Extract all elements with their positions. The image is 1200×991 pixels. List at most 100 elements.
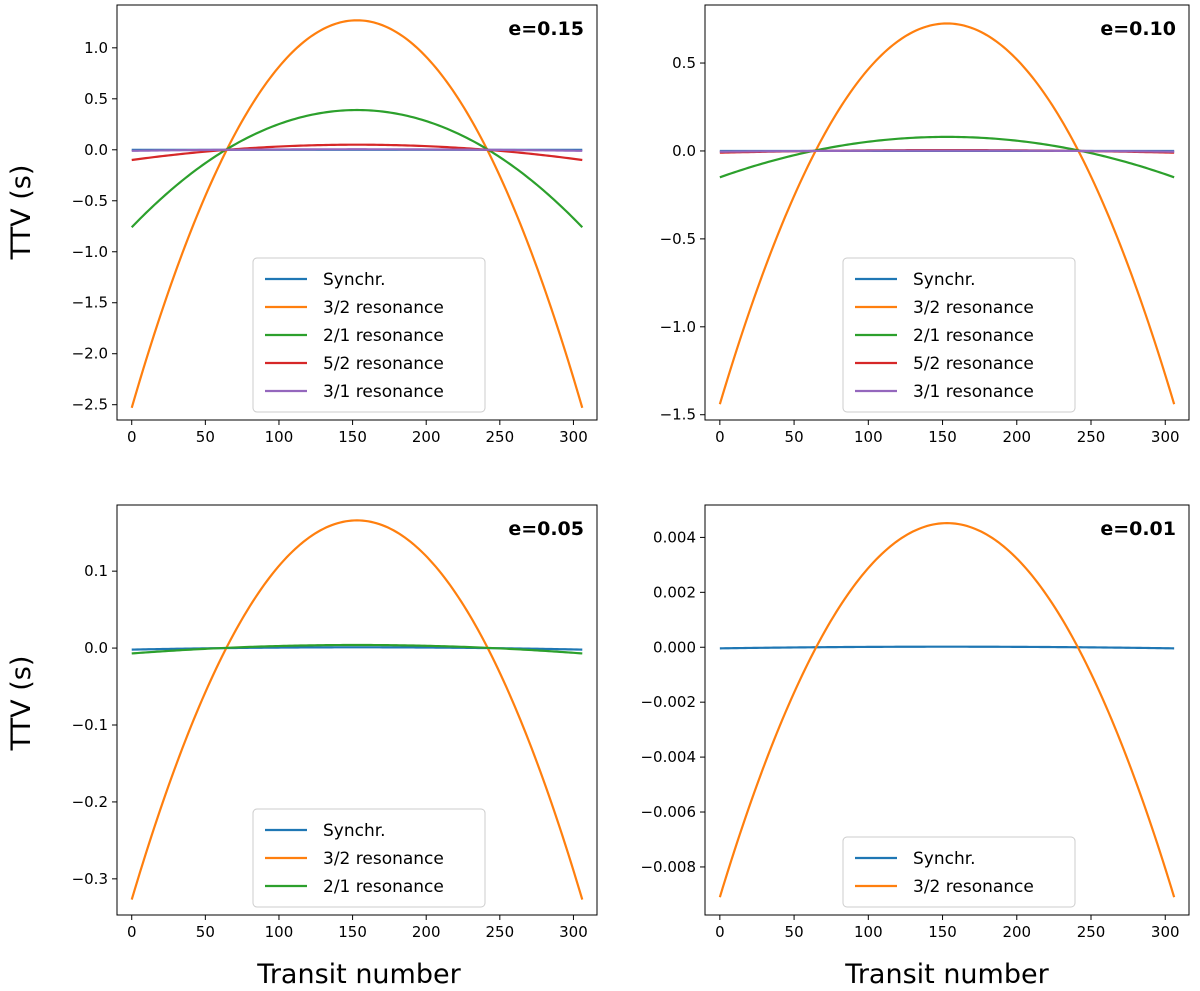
x-tick-label: 200 [1002,428,1031,446]
y-tick-label: −0.004 [640,748,696,766]
legend-label-3-1-resonance: 3/1 resonance [323,382,444,402]
x-tick-label: 300 [559,428,588,446]
ylabel-top: TTV (s) [6,165,37,261]
series-line-2-1-resonance [130,108,584,229]
eccentricity-label: e=0.10 [1100,18,1176,40]
x-tick-label: 0 [715,923,725,941]
legend-label-5-2-resonance: 5/2 resonance [323,354,444,374]
legend-label-3-2-resonance: 3/2 resonance [913,877,1034,897]
x-tick-label: 150 [338,428,367,446]
eccentricity-label: e=0.01 [1100,518,1176,540]
legend-frame [252,808,486,908]
legend-label-synchr: Synchr. [913,849,976,869]
panel-top-right: 0 50 100 150 200 250 300 −1.5 −1.0 −0.5 0.0 0.5 e=0.… [660,4,1190,446]
y-tick-label: −1.0 [72,243,108,261]
xlabel-right: Transit number [844,959,1049,990]
x-tick-label: 150 [928,428,957,446]
legend: Synchr. 3/2 resonance 2/1 resonance 5/2 res… [842,257,1076,413]
plot-frame [704,504,1190,916]
legend-label-2-1-resonance: 2/1 resonance [323,877,444,897]
legend: Synchr. 3/2 resonance 2/1 resonance 5/2 res… [252,257,486,413]
x-tick-label: 50 [196,923,215,941]
x-tick-label: 300 [559,923,588,941]
legend-label-2-1-resonance: 2/1 resonance [323,326,444,346]
eccentricity-label: e=0.05 [508,518,584,540]
x-tick-label: 50 [785,923,804,941]
x-tick-label: 100 [854,428,883,446]
x-tick-label: 250 [1077,428,1106,446]
legend-label-3-2-resonance: 3/2 resonance [323,849,444,869]
y-tick-label: −0.5 [72,192,108,210]
y-tick-label: −1.5 [72,294,108,312]
x-tick-label: 150 [928,923,957,941]
legend-label-synchr: Synchr. [913,270,976,290]
y-tick-label: −0.1 [72,716,108,734]
x-tick-label: 50 [196,428,215,446]
legend-label-synchr: Synchr. [323,270,386,290]
panel-bottom-right: 0 50 100 150 200 250 300 −0.008 −0.006 −0.004 −0.0… [640,504,1190,941]
x-tick-label: 250 [1077,923,1106,941]
series-line-3-2-resonance [718,522,1176,898]
y-tick-label: 0.0 [84,141,108,159]
series-line-3-2-resonance [130,519,584,900]
legend-label-3-2-resonance: 3/2 resonance [323,298,444,318]
y-tick-label: 0.000 [653,638,696,656]
x-tick-label: 300 [1151,923,1180,941]
legend-frame [842,836,1076,908]
series-line-3-2-resonance [718,22,1176,405]
series-line-3-1-resonance [131,148,583,152]
series-line-synchr [719,645,1175,650]
plot-frame [704,4,1190,421]
legend-label-5-2-resonance: 5/2 resonance [913,354,1034,374]
y-tick-label: −0.008 [640,858,696,876]
panel-top-left: 0 50 100 150 200 250 300 −2.5 −2.0 −1.5 −1.0 −0.5 0.… [72,4,598,446]
y-tick-label: −1.5 [660,406,696,424]
y-tick-label: −0.2 [72,793,108,811]
x-tick-label: 50 [785,428,804,446]
legend-label-2-1-resonance: 2/1 resonance [913,326,1034,346]
y-tick-label: 1.0 [84,39,108,57]
y-tick-label: −0.3 [72,870,108,888]
plot-frame [116,4,598,421]
series-line-2-1-resonance [719,135,1175,179]
x-tick-label: 0 [715,428,725,446]
y-tick-label: 0.002 [653,583,696,601]
y-tick-label: −0.5 [660,230,696,248]
y-tick-label: 0.0 [672,142,696,160]
legend: Synchr. 3/2 resonance 2/1 resonance [252,808,486,908]
x-tick-label: 250 [486,428,515,446]
x-tick-label: 0 [127,923,137,941]
y-tick-label: 0.5 [84,90,108,108]
y-tick-label: −1.0 [660,318,696,336]
series-line-5-2-resonance [131,143,583,162]
eccentricity-label: e=0.15 [508,18,584,40]
y-tick-label: 0.004 [653,528,696,546]
plot-frame [116,504,598,916]
series-line-3-1-resonance [719,149,1175,153]
x-tick-label: 300 [1151,428,1180,446]
x-tick-label: 100 [265,923,294,941]
x-tick-label: 250 [486,923,515,941]
series-line-3-2-resonance [130,19,584,409]
y-tick-label: 0.0 [84,639,108,657]
legend-frame [252,257,486,413]
series-line-2-1-resonance [131,643,583,655]
x-tick-label: 100 [854,923,883,941]
y-tick-label: 0.1 [84,562,108,580]
x-tick-label: 150 [338,923,367,941]
y-tick-label: −0.006 [640,803,696,821]
legend-label-synchr: Synchr. [323,821,386,841]
ylabel-bottom: TTV (s) [6,656,37,752]
y-tick-label: −2.5 [72,396,108,414]
x-tick-label: 200 [412,428,441,446]
legend-label-3-2-resonance: 3/2 resonance [913,298,1034,318]
legend-label-3-1-resonance: 3/1 resonance [913,382,1034,402]
panel-bottom-left: 0 50 100 150 200 250 300 −0.3 −0.2 −0.1 0.0 0.1 e=0.… [72,504,598,941]
x-tick-label: 200 [1002,923,1031,941]
y-tick-label: −2.0 [72,345,108,363]
x-tick-label: 200 [412,923,441,941]
x-tick-label: 0 [127,428,137,446]
legend: Synchr. 3/2 resonance [842,836,1076,908]
y-tick-label: 0.5 [672,54,696,72]
x-tick-label: 100 [265,428,294,446]
